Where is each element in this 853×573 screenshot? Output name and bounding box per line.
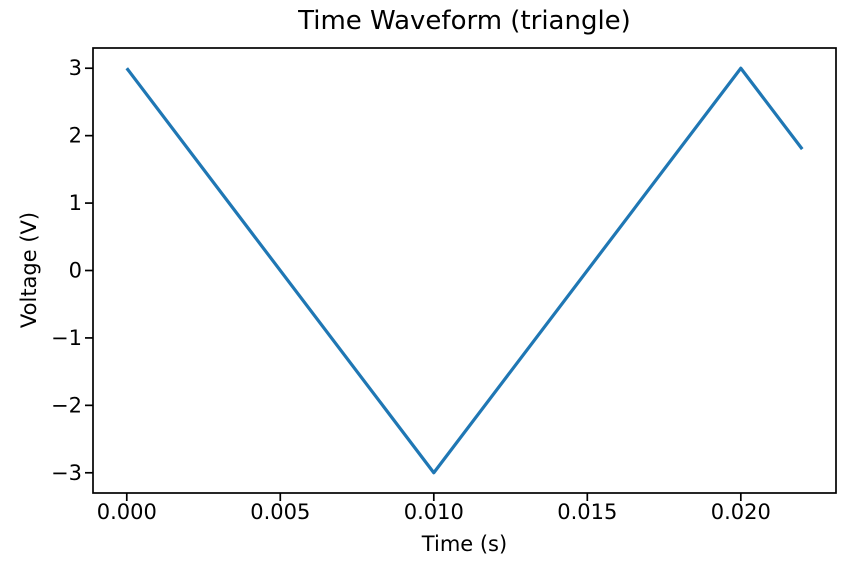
x-axis-ticks: 0.000 0.005 0.010 0.015 0.020 [97,493,771,524]
x-tick-label: 0.005 [250,500,310,524]
x-tick-label: 0.015 [557,500,617,524]
x-tick-label: 0.020 [711,500,771,524]
x-tick-label: 0.000 [97,500,157,524]
y-tick-label: 3 [69,56,82,80]
series-lines [125,66,804,475]
y-tick-label: −1 [51,326,82,350]
axes-frame [92,47,837,494]
y-tick-label: −2 [51,393,82,417]
y-tick-label: 2 [69,124,82,148]
chart-title: Time Waveform (triangle) [298,6,631,36]
x-axis-label: Time (s) [421,532,508,556]
waveform-line [125,66,804,475]
y-axis-ticks: −3 −2 −1 0 1 2 3 [51,56,93,485]
y-tick-label: 0 [69,259,82,283]
y-tick-label: 1 [69,191,82,215]
y-tick-label: −3 [51,461,82,485]
x-tick-label: 0.010 [404,500,464,524]
